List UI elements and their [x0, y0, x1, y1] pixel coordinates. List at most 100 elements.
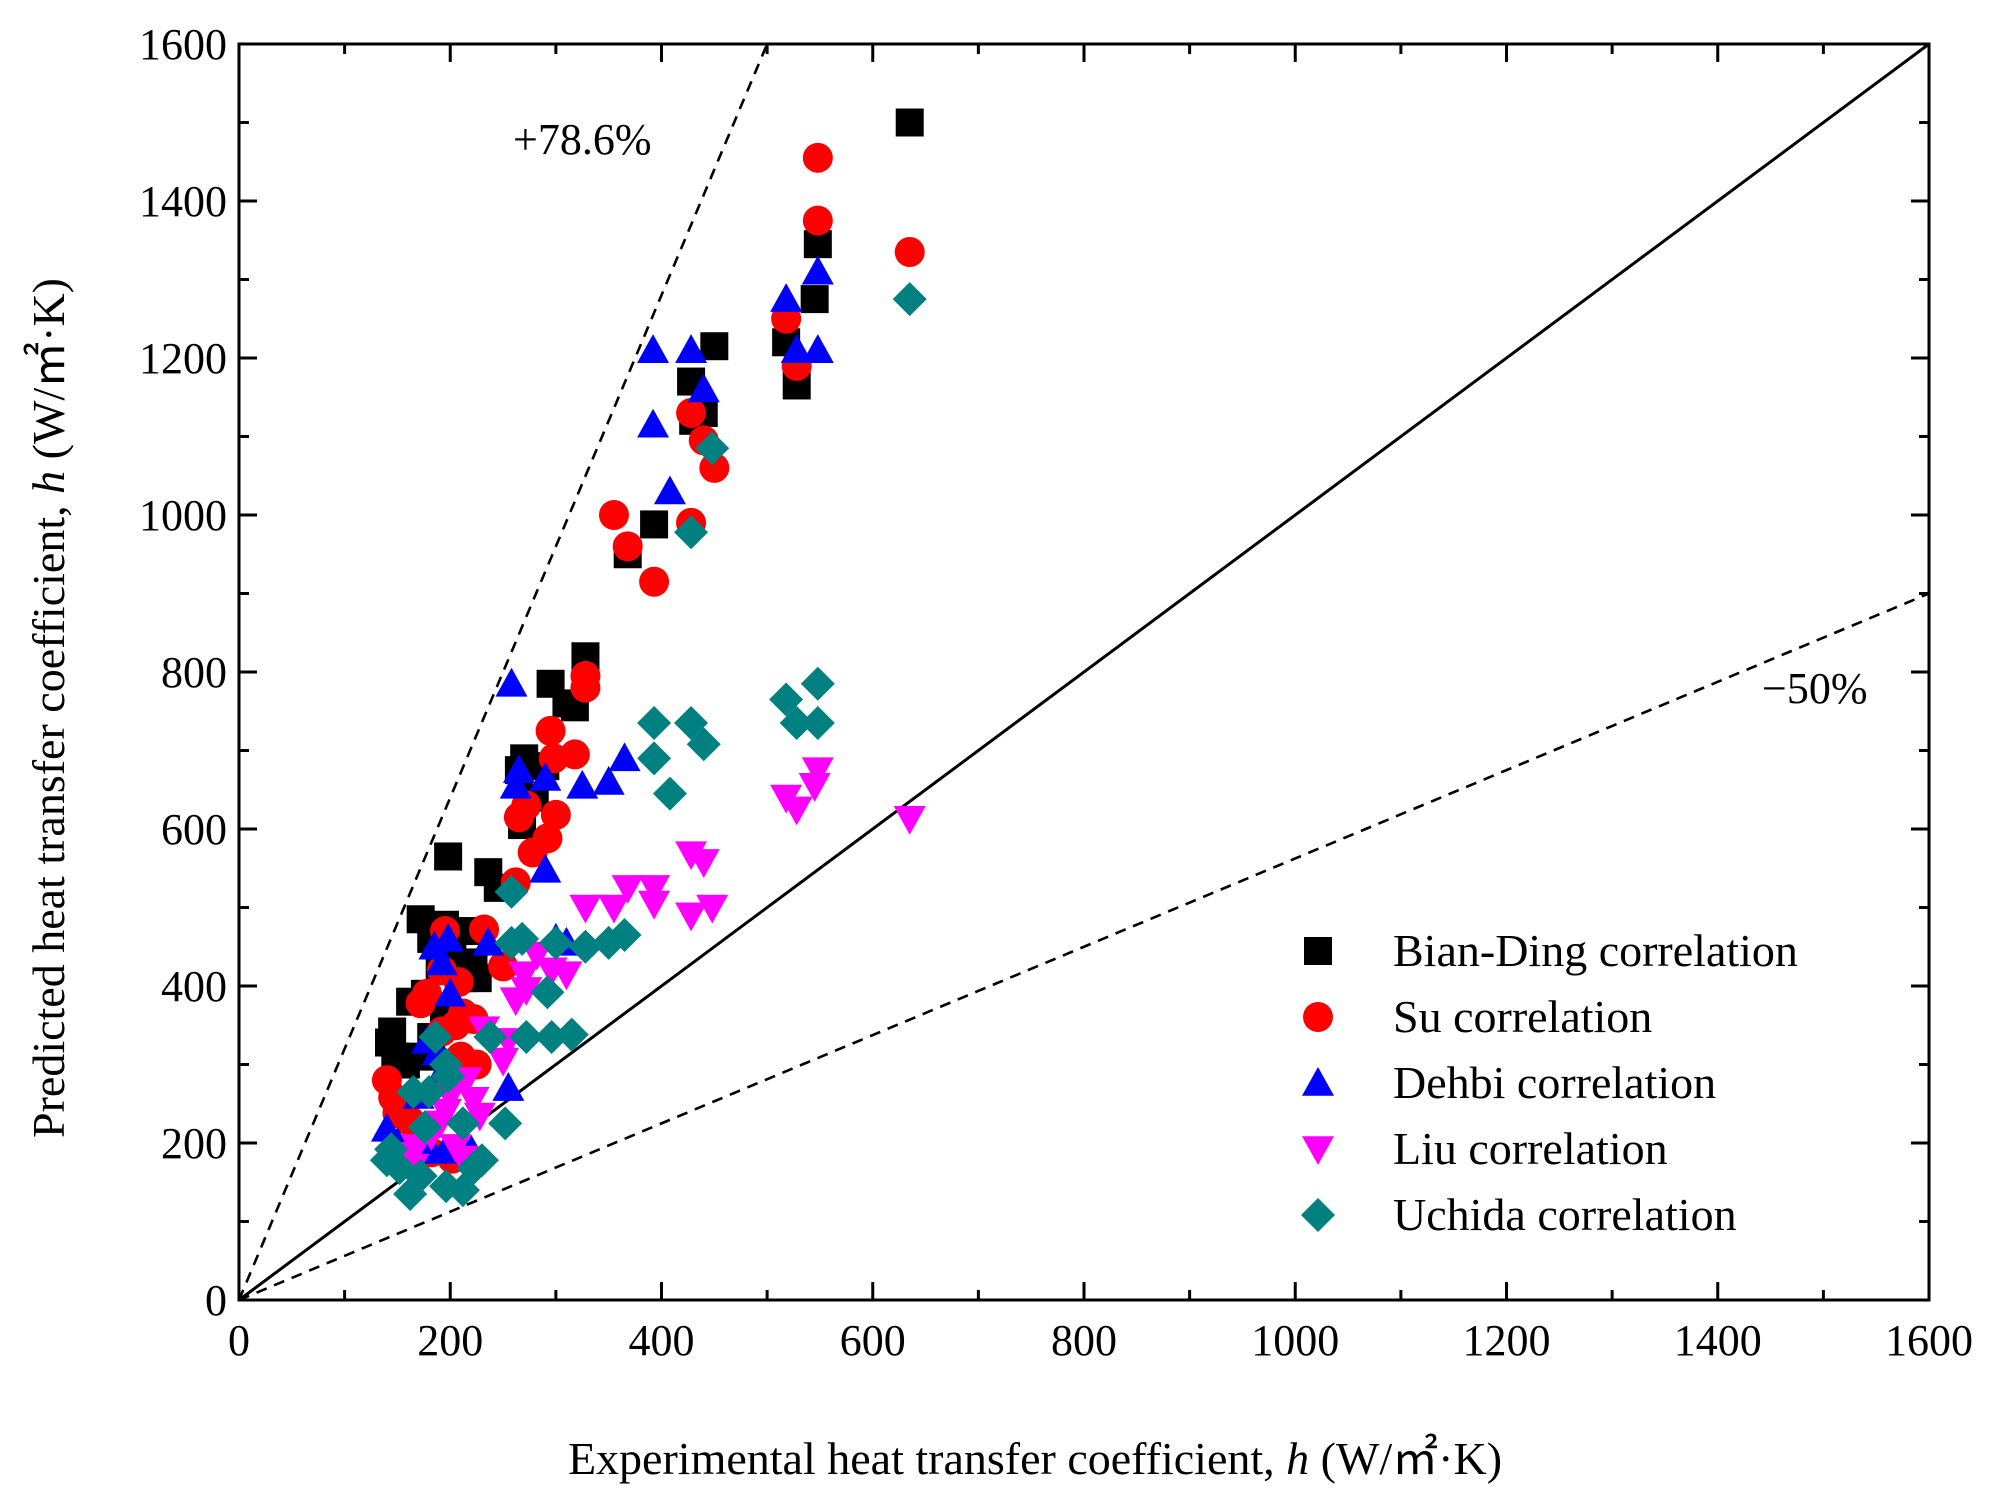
data-point [434, 977, 467, 1007]
data-point [675, 334, 708, 363]
data-point [446, 1145, 479, 1175]
data-point [612, 531, 643, 562]
x-tick-label: 400 [629, 1316, 695, 1365]
data-point [780, 334, 813, 363]
legend-label: Liu correlation [1393, 1123, 1668, 1174]
data-point [464, 1143, 499, 1178]
x-tick-label: 0 [228, 1316, 250, 1365]
reference-line-2 [238, 592, 1930, 1302]
data-point [569, 894, 602, 924]
data-point [894, 237, 925, 268]
data-point [675, 841, 708, 871]
x-tick-label: 1400 [1674, 1316, 1762, 1365]
data-point [800, 285, 829, 314]
data-point [779, 706, 814, 741]
data-point [798, 773, 831, 802]
data-point [695, 431, 730, 466]
annotation-minus-50: −50% [1762, 664, 1867, 713]
data-markers [369, 108, 927, 1212]
data-point [535, 957, 568, 987]
data-point [407, 1110, 442, 1145]
data-point [494, 925, 529, 960]
legend-marker [1302, 1136, 1334, 1165]
data-point [529, 761, 562, 791]
legend-label: Uchida correlation [1393, 1189, 1737, 1240]
data-point [503, 802, 534, 833]
data-point [396, 1074, 431, 1109]
data-point [591, 925, 626, 960]
data-point [434, 842, 463, 871]
data-point [611, 875, 644, 904]
legend-marker [1303, 1002, 1333, 1032]
legend-marker [1304, 937, 1332, 965]
data-point [457, 1087, 490, 1116]
data-point [801, 757, 834, 787]
data-point [499, 987, 532, 1017]
y-tick-label: 800 [161, 648, 227, 697]
x-tick-label: 1600 [1885, 1316, 1973, 1365]
data-point [554, 1017, 589, 1052]
data-point [801, 334, 834, 363]
data-point [494, 874, 529, 909]
legend-label: Dehbi correlation [1393, 1057, 1716, 1108]
data-point [686, 727, 721, 762]
data-point [495, 667, 528, 697]
data-point [570, 672, 601, 703]
data-point [499, 769, 532, 799]
data-point [800, 666, 835, 701]
data-point [895, 108, 924, 137]
y-tick-label: 200 [161, 1119, 227, 1168]
data-point [431, 1059, 466, 1094]
data-point [696, 894, 729, 924]
x-tick-label: 1000 [1251, 1316, 1339, 1365]
data-point [652, 776, 687, 811]
data-point [534, 1020, 569, 1055]
data-point [892, 282, 927, 317]
data-point [802, 205, 833, 236]
data-point [638, 875, 671, 904]
data-point [418, 1020, 453, 1055]
x-tick-label: 800 [1051, 1316, 1117, 1365]
y-tick-label: 0 [205, 1276, 227, 1325]
data-point [566, 769, 599, 799]
data-point [637, 334, 670, 363]
data-point [800, 706, 835, 741]
data-point [801, 255, 834, 285]
data-point [802, 142, 833, 173]
data-point [538, 925, 573, 960]
data-point [502, 754, 535, 783]
x-tick-label: 600 [840, 1316, 906, 1365]
data-point [412, 978, 443, 1009]
data-point [608, 742, 641, 772]
annotation-plus-78-6: +78.6% [513, 115, 651, 164]
data-point [488, 1106, 523, 1141]
data-point [508, 961, 541, 991]
reference-line-0 [238, 42, 1930, 1302]
y-tick-label: 1600 [139, 20, 227, 69]
x-axis-label: Experimental heat transfer coefficient, … [568, 1433, 1502, 1484]
legend: Bian-Ding correlation Su correlation Dehbi… [1301, 925, 1798, 1240]
series-4 [369, 282, 927, 1212]
data-point [640, 510, 669, 539]
y-tick-label: 400 [161, 962, 227, 1011]
data-point [393, 1177, 428, 1212]
data-point [445, 1106, 480, 1141]
data-point [473, 1020, 508, 1055]
y-tick-label: 1000 [139, 491, 227, 540]
y-tick-label: 1400 [139, 177, 227, 226]
data-point [492, 1072, 525, 1101]
legend-marker [1302, 1067, 1334, 1096]
data-point [472, 926, 505, 956]
data-point [517, 837, 548, 868]
y-tick-label: 600 [161, 805, 227, 854]
data-point [597, 894, 630, 924]
data-point [598, 500, 629, 530]
data-point [674, 515, 709, 550]
data-point [893, 805, 926, 835]
data-point [700, 332, 729, 361]
data-point [529, 853, 562, 883]
reference-lines [237, 42, 1930, 1302]
legend-label: Su correlation [1393, 991, 1652, 1042]
data-point [638, 890, 671, 920]
